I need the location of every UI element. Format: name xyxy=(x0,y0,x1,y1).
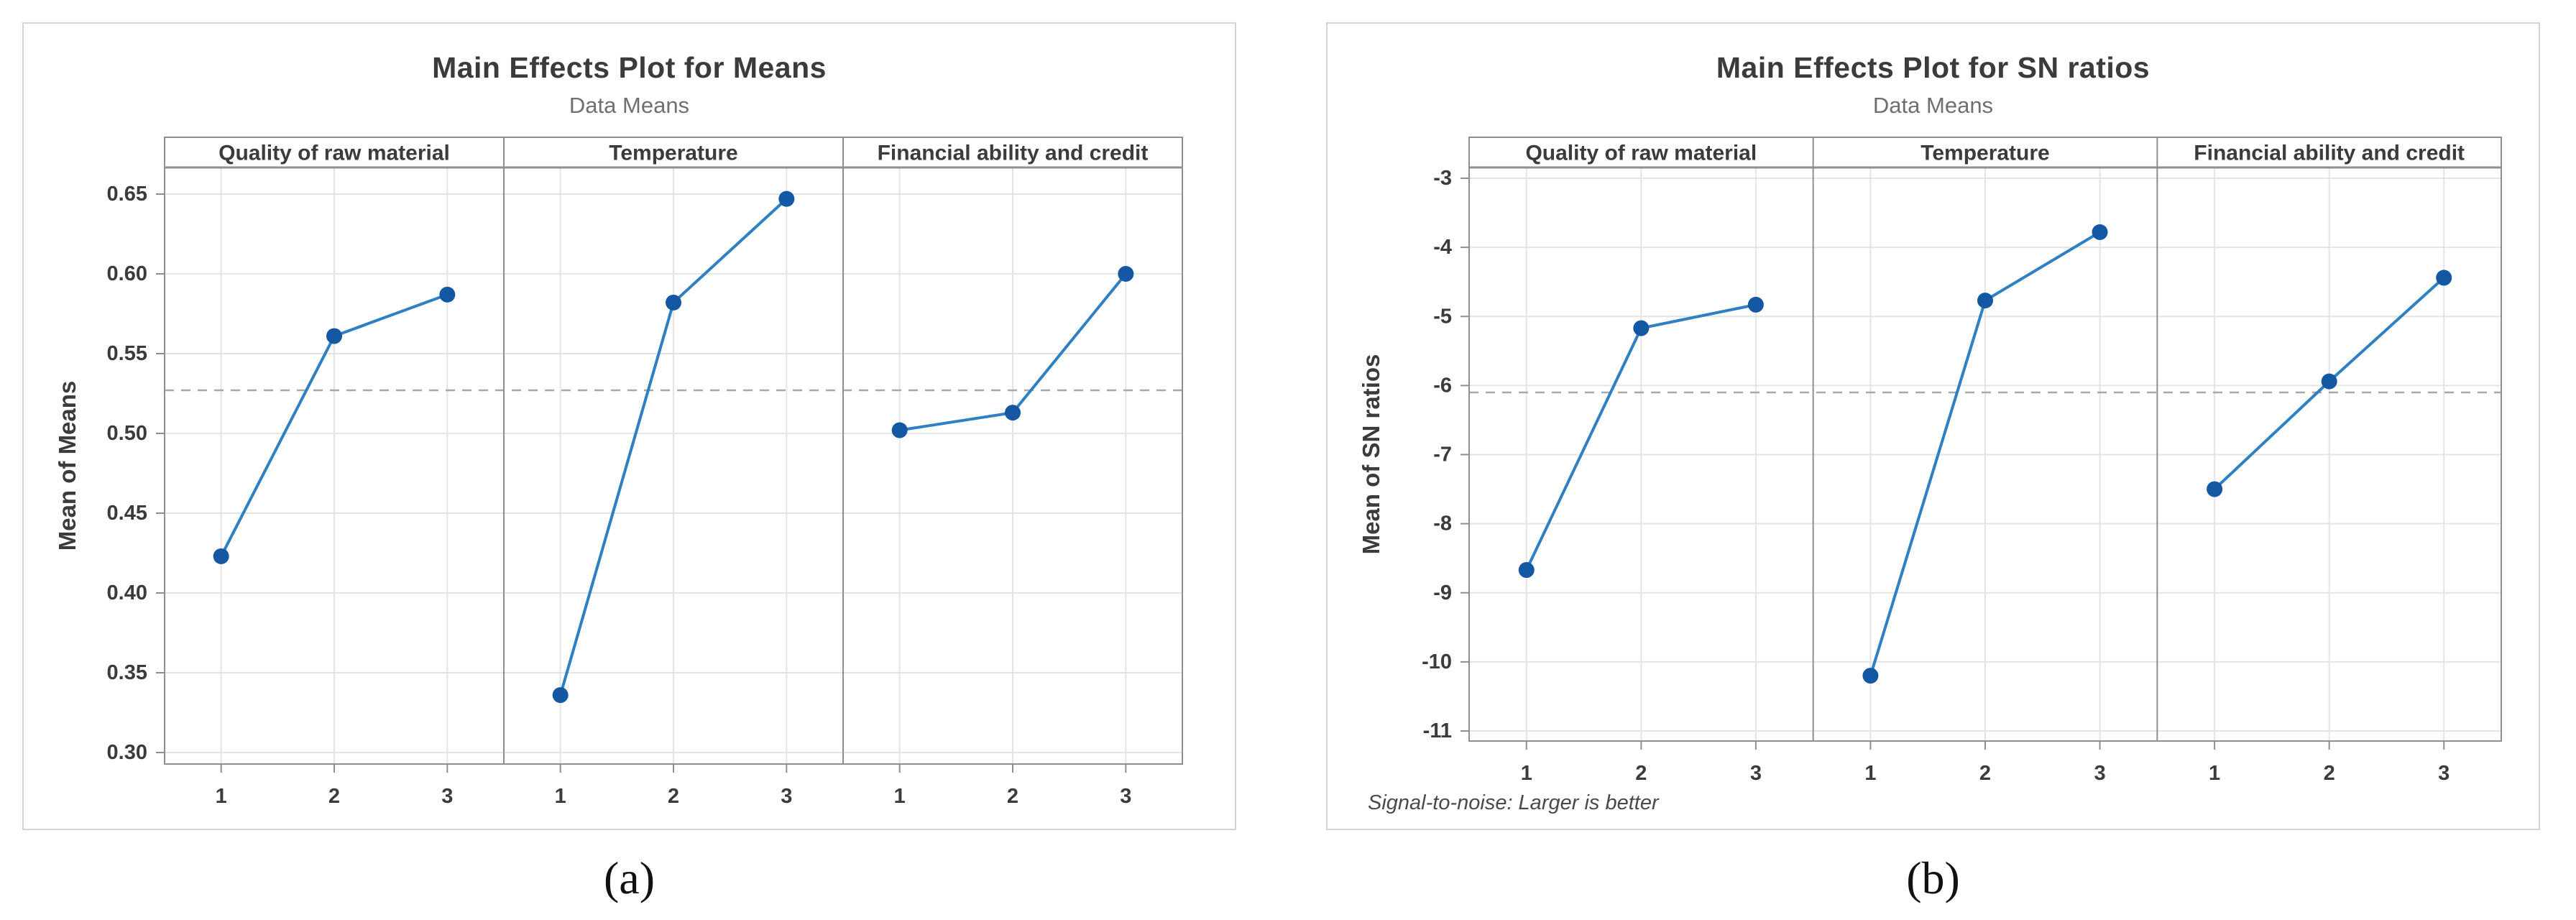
chart-card-a: Main Effects Plot for Means Data Means Q… xyxy=(22,22,1236,830)
y-tick-label: 0.30 xyxy=(107,741,147,764)
data-point-marker xyxy=(213,548,229,564)
data-point-marker xyxy=(2321,373,2337,390)
x-tick-label: 1 xyxy=(1864,762,1876,785)
chart-title: Main Effects Plot for Means xyxy=(432,51,827,84)
panel-header-label: Temperature xyxy=(609,142,738,165)
x-tick-label: 2 xyxy=(2324,762,2335,785)
chart-card-b: Main Effects Plot for SN ratios Data Mea… xyxy=(1326,22,2540,830)
figure-caption-b: (b) xyxy=(1906,852,1960,903)
panel-header-label: Financial ability and credit xyxy=(878,142,1149,165)
y-tick-label: 0.40 xyxy=(107,581,147,604)
y-axis-title: Mean of Means xyxy=(54,381,80,551)
chart-title: Main Effects Plot for SN ratios xyxy=(1716,51,2150,84)
data-point-marker xyxy=(778,190,795,207)
x-tick-label: 2 xyxy=(1635,762,1647,785)
data-point-marker xyxy=(1518,562,1535,579)
x-tick-label: 2 xyxy=(668,785,679,808)
y-tick-label: -8 xyxy=(1433,512,1452,535)
x-tick-label: 1 xyxy=(894,785,906,808)
data-point-marker xyxy=(1862,668,1879,684)
x-tick-label: 3 xyxy=(1120,785,1131,808)
x-tick-label: 3 xyxy=(2438,762,2450,785)
chart-subtitle: Data Means xyxy=(569,93,690,118)
figure-a: Main Effects Plot for Means Data Means Q… xyxy=(22,22,1236,905)
y-tick-label: -5 xyxy=(1433,305,1452,328)
y-tick-label: 0.60 xyxy=(107,262,147,285)
data-point-marker xyxy=(666,294,681,310)
main-effects-plot-sn-ratios: Quality of raw material Temperature Financ… xyxy=(1358,137,2502,785)
y-tick-label: -9 xyxy=(1433,581,1452,604)
x-tick-label: 1 xyxy=(2209,762,2220,785)
y-tick-label: 0.45 xyxy=(107,502,147,525)
data-point-marker xyxy=(1118,266,1134,282)
y-tick-label: -4 xyxy=(1433,236,1452,259)
panel-header-label: Temperature xyxy=(1920,142,2050,165)
figure-caption-a: (a) xyxy=(603,852,656,903)
panel-header-label: Quality of raw material xyxy=(218,142,450,165)
y-tick-label: 0.50 xyxy=(107,422,147,445)
x-tick-label: 3 xyxy=(1750,762,1762,785)
x-tick-label: 2 xyxy=(328,785,340,808)
panel-header-label: Quality of raw material xyxy=(1525,142,1757,165)
data-point-marker xyxy=(326,328,342,344)
y-tick-label: -3 xyxy=(1433,167,1452,190)
y-tick-label: 0.55 xyxy=(107,342,147,365)
panel-header-label: Financial ability and credit xyxy=(2194,142,2465,165)
figure-b: Main Effects Plot for SN ratios Data Mea… xyxy=(1326,22,2540,905)
data-point-marker xyxy=(2092,224,2108,240)
x-tick-label: 3 xyxy=(781,785,792,808)
x-tick-label: 3 xyxy=(441,785,453,808)
y-axis-title: Mean of SN ratios xyxy=(1358,354,1384,555)
data-point-marker xyxy=(891,422,908,438)
data-point-marker xyxy=(1633,320,1650,336)
signal-to-noise-footnote: Signal-to-noise: Larger is better xyxy=(1368,791,1659,814)
y-tick-label: -7 xyxy=(1433,443,1452,466)
data-point-marker xyxy=(552,687,569,704)
x-tick-label: 1 xyxy=(216,785,227,808)
x-tick-label: 2 xyxy=(1979,762,1991,785)
data-point-marker xyxy=(2436,270,2452,286)
y-tick-label: -10 xyxy=(1422,650,1452,673)
data-point-marker xyxy=(2207,481,2223,497)
x-tick-label: 2 xyxy=(1007,785,1018,808)
data-point-marker xyxy=(1005,405,1021,421)
chart-subtitle: Data Means xyxy=(1872,93,1994,118)
x-tick-label: 1 xyxy=(1521,762,1532,785)
main-effects-plot-means: Quality of raw material Temperature Financ… xyxy=(54,137,1183,808)
y-tick-label: -6 xyxy=(1433,374,1452,397)
y-tick-label: -11 xyxy=(1423,719,1452,742)
data-point-marker xyxy=(1747,296,1764,313)
data-point-marker xyxy=(1977,293,1993,309)
x-tick-label: 3 xyxy=(2094,762,2105,785)
x-tick-label: 1 xyxy=(555,785,566,808)
data-point-marker xyxy=(439,286,456,303)
y-tick-label: 0.65 xyxy=(107,183,147,206)
y-tick-label: 0.35 xyxy=(107,661,147,684)
